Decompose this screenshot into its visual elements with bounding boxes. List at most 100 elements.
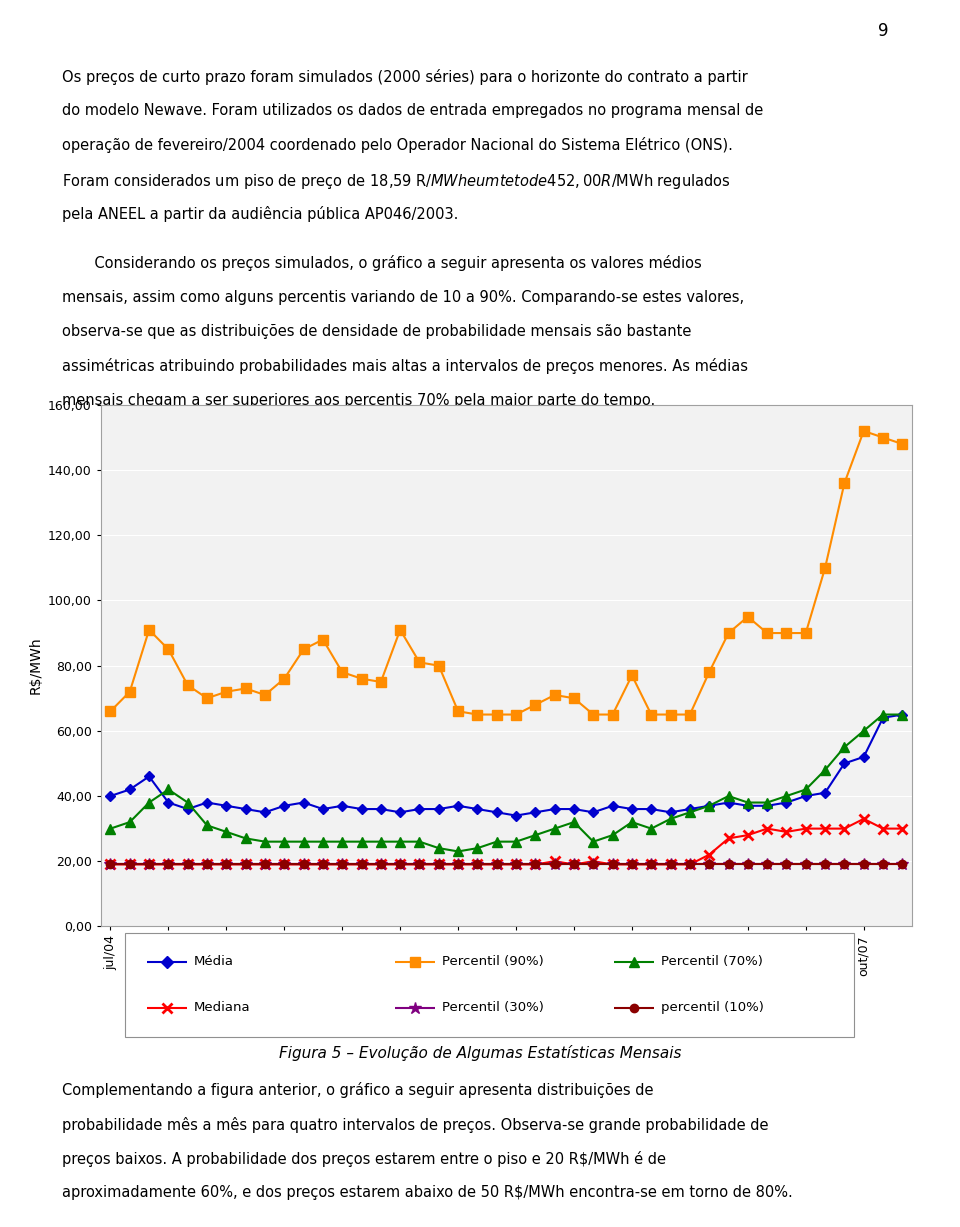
Média bbox=[839, 756, 851, 771]
Percentil (70%) bbox=[780, 789, 792, 804]
Percentil (70%) bbox=[336, 834, 348, 849]
percentil (10%) bbox=[278, 858, 290, 872]
percentil (10%) bbox=[375, 858, 387, 872]
Percentil (70%) bbox=[800, 782, 811, 796]
Line: Média: Média bbox=[107, 712, 906, 820]
Média bbox=[897, 707, 908, 721]
Percentil (30%) bbox=[414, 858, 425, 872]
Percentil (30%) bbox=[240, 858, 252, 872]
Percentil (30%) bbox=[395, 858, 406, 872]
Média bbox=[143, 769, 155, 784]
Percentil (90%) bbox=[221, 685, 232, 699]
Média bbox=[568, 801, 580, 816]
percentil (10%) bbox=[607, 858, 618, 872]
Percentil (70%) bbox=[162, 782, 174, 796]
Média bbox=[588, 805, 599, 820]
percentil (10%) bbox=[317, 858, 328, 872]
Text: Mediana: Mediana bbox=[194, 1001, 251, 1014]
Percentil (30%) bbox=[298, 858, 309, 872]
Percentil (70%) bbox=[897, 707, 908, 721]
Percentil (30%) bbox=[800, 858, 811, 872]
Percentil (90%) bbox=[858, 423, 870, 438]
percentil (10%) bbox=[839, 858, 851, 872]
Percentil (30%) bbox=[588, 858, 599, 872]
Mediana bbox=[530, 858, 541, 872]
Percentil (30%) bbox=[549, 858, 561, 872]
Média bbox=[278, 799, 290, 814]
Mediana bbox=[221, 858, 232, 872]
Média bbox=[452, 799, 464, 814]
Percentil (90%) bbox=[588, 707, 599, 721]
Média bbox=[511, 809, 522, 823]
Média bbox=[665, 805, 677, 820]
percentil (10%) bbox=[723, 858, 734, 872]
Mediana bbox=[588, 854, 599, 869]
Percentil (70%) bbox=[143, 795, 155, 810]
Percentil (70%) bbox=[259, 834, 271, 849]
Média bbox=[395, 805, 406, 820]
Text: percentil (10%): percentil (10%) bbox=[661, 1001, 764, 1014]
Percentil (90%) bbox=[549, 687, 561, 702]
percentil (10%) bbox=[645, 858, 657, 872]
Percentil (90%) bbox=[317, 632, 328, 647]
Percentil (90%) bbox=[607, 707, 618, 721]
Mediana bbox=[568, 858, 580, 872]
Percentil (30%) bbox=[897, 858, 908, 872]
percentil (10%) bbox=[182, 858, 194, 872]
Percentil (90%) bbox=[240, 681, 252, 696]
Text: Complementando a figura anterior, o gráfico a seguir apresenta distribuições de: Complementando a figura anterior, o gráf… bbox=[62, 1082, 654, 1098]
Y-axis label: R$/MWh: R$/MWh bbox=[29, 637, 42, 694]
Média bbox=[530, 805, 541, 820]
Média bbox=[684, 801, 696, 816]
Mediana bbox=[356, 858, 368, 872]
Text: Considerando os preços simulados, o gráfico a seguir apresenta os valores médios: Considerando os preços simulados, o gráf… bbox=[62, 255, 702, 271]
percentil (10%) bbox=[491, 858, 502, 872]
Percentil (70%) bbox=[433, 840, 444, 855]
Percentil (90%) bbox=[433, 658, 444, 672]
Média bbox=[645, 801, 657, 816]
Mediana bbox=[162, 858, 174, 872]
Text: aproximadamente 60%, e dos preços estarem abaixo de 50 R$/MWh encontra-se em tor: aproximadamente 60%, e dos preços estare… bbox=[62, 1185, 793, 1200]
Text: Média: Média bbox=[194, 956, 234, 968]
Média bbox=[433, 801, 444, 816]
Mediana bbox=[124, 858, 135, 872]
Percentil (90%) bbox=[665, 707, 677, 721]
percentil (10%) bbox=[819, 858, 830, 872]
Média bbox=[742, 799, 754, 814]
Percentil (90%) bbox=[684, 707, 696, 721]
percentil (10%) bbox=[202, 858, 213, 872]
Mediana bbox=[259, 858, 271, 872]
Percentil (30%) bbox=[511, 858, 522, 872]
Percentil (70%) bbox=[742, 795, 754, 810]
Percentil (70%) bbox=[278, 834, 290, 849]
Percentil (70%) bbox=[124, 815, 135, 829]
Percentil (70%) bbox=[105, 821, 116, 836]
percentil (10%) bbox=[704, 858, 715, 872]
percentil (10%) bbox=[298, 858, 309, 872]
Média bbox=[298, 795, 309, 810]
Percentil (30%) bbox=[356, 858, 368, 872]
Percentil (30%) bbox=[105, 858, 116, 872]
Text: mensais, assim como alguns percentis variando de 10 a 90%. Comparando-se estes v: mensais, assim como alguns percentis var… bbox=[62, 290, 745, 304]
Text: observa-se que as distribuições de densidade de probabilidade mensais são bastan: observa-se que as distribuições de densi… bbox=[62, 324, 692, 339]
Média bbox=[626, 801, 637, 816]
Line: Percentil (70%): Percentil (70%) bbox=[106, 709, 907, 856]
Mediana bbox=[877, 821, 889, 836]
Mediana bbox=[414, 858, 425, 872]
Percentil (30%) bbox=[317, 858, 328, 872]
Mediana bbox=[607, 858, 618, 872]
percentil (10%) bbox=[549, 858, 561, 872]
Percentil (70%) bbox=[704, 799, 715, 814]
Percentil (30%) bbox=[839, 858, 851, 872]
Mediana bbox=[665, 858, 677, 872]
Percentil (30%) bbox=[182, 858, 194, 872]
Percentil (90%) bbox=[877, 431, 889, 445]
Média bbox=[221, 799, 232, 814]
Percentil (90%) bbox=[761, 626, 773, 640]
Média bbox=[202, 795, 213, 810]
Percentil (90%) bbox=[530, 697, 541, 712]
Percentil (70%) bbox=[549, 821, 561, 836]
Mediana bbox=[645, 858, 657, 872]
Percentil (30%) bbox=[162, 858, 174, 872]
Percentil (90%) bbox=[182, 677, 194, 692]
